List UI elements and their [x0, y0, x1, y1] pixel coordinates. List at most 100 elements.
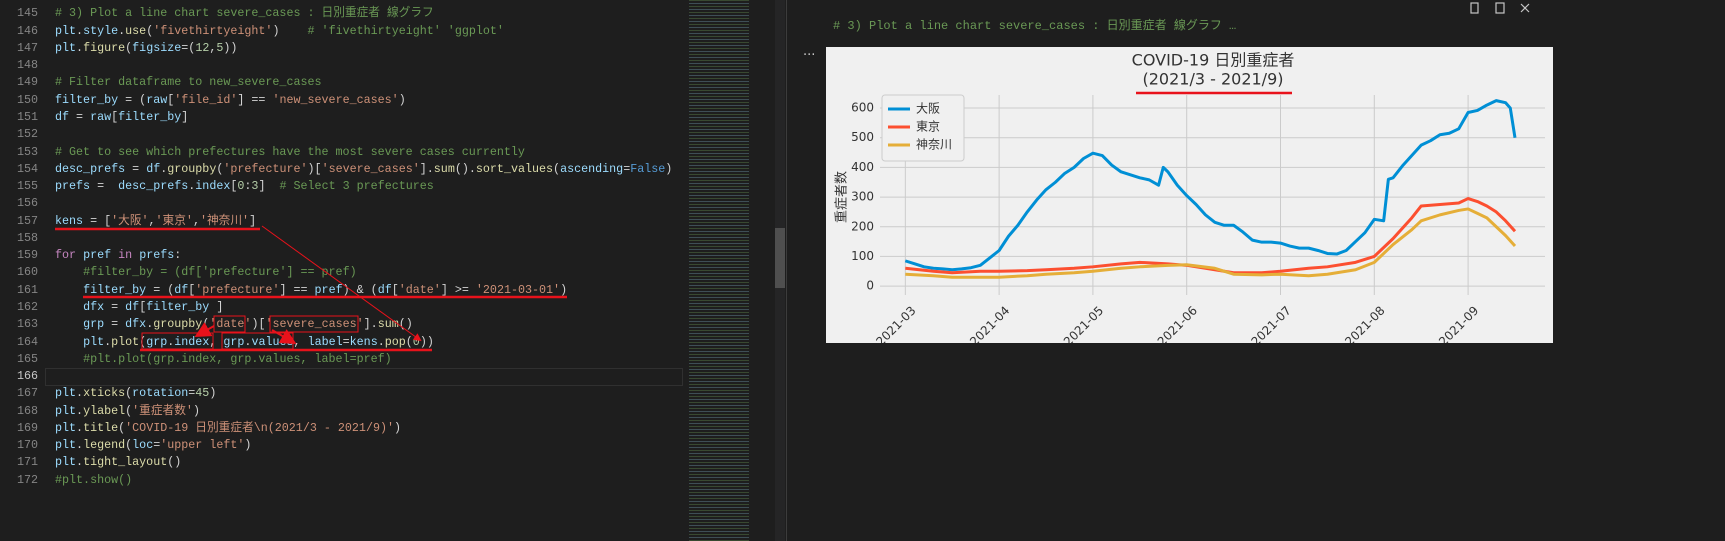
line-number: 153 [16, 144, 38, 159]
cell-menu[interactable]: ... [803, 44, 816, 59]
code-token: 'upper left' [160, 438, 245, 453]
code-token: pref [314, 282, 343, 297]
line-number: 155 [16, 179, 38, 194]
y-tick-label: 500 [851, 130, 874, 144]
code-token: kens [349, 334, 378, 349]
legend-label: 東京 [916, 120, 940, 134]
chart-background [826, 47, 1553, 343]
code-token: ylabel [83, 403, 126, 418]
line-number: 171 [16, 455, 38, 470]
code-token: # Select 3 prefectures [279, 179, 434, 194]
code-token: 45 [195, 386, 210, 401]
code-token: sum [377, 317, 399, 332]
code-line: dfx = df[filter_by ] [83, 299, 224, 314]
code-token: use [125, 23, 147, 38]
code-line: plt.legend(loc='upper left') [55, 438, 252, 453]
code-token: figsize [132, 40, 182, 55]
line-number: 160 [16, 265, 38, 280]
code-line: # Get to see which prefectures have the … [55, 144, 525, 161]
y-tick-label: 600 [851, 101, 874, 115]
code-token: values [251, 334, 294, 349]
code-line: # Filter dataframe to new_severe_cases [55, 74, 322, 91]
code-token: loc [132, 438, 154, 453]
code-token: # 'fivethirtyeight' 'ggplot' [307, 23, 504, 38]
data-line [905, 207, 1517, 279]
code-token: 'new_severe_cases' [272, 92, 399, 107]
code-token: sum [433, 161, 455, 176]
code-token: 'fivethirtyeight' [153, 23, 273, 38]
code-token: # 3) Plot a line chart severe_cases : 日別… [55, 6, 434, 21]
code-token: raw [146, 92, 168, 107]
code-token: df [146, 161, 161, 176]
code-token: filter_by [83, 282, 147, 297]
code-line: plt.xticks(rotation=45) [55, 386, 217, 401]
chart-title: COVID-19 日別重症者 [1132, 51, 1295, 70]
code-token: plt [55, 23, 77, 38]
line-number: 145 [16, 6, 38, 21]
code-token: plt [55, 420, 77, 435]
line-number: 164 [16, 334, 38, 349]
code-token: '2021-03-01' [475, 282, 561, 297]
code-token: grp [83, 317, 105, 332]
code-token: rotation [132, 386, 189, 401]
line-number: 170 [16, 438, 38, 453]
line-number: 163 [16, 317, 38, 332]
chart-subtitle: (2021/3 - 2021/9) [1142, 70, 1283, 89]
code-token: 0 [237, 179, 245, 194]
code-token: sort_values [475, 161, 554, 176]
y-tick-label: 200 [851, 219, 874, 233]
code-token: filter_by [118, 110, 182, 125]
code-token: desc_prefs [118, 179, 189, 194]
code-token: tight_layout [83, 455, 168, 470]
line-number: 169 [16, 420, 38, 435]
line-number: 151 [16, 110, 38, 125]
code-token: False [630, 161, 666, 176]
code-editor: 145 # 3) Plot a line chart severe_cases :… [0, 0, 683, 541]
code-token: raw [90, 110, 112, 125]
code-token: dfx [125, 317, 147, 332]
code-token: df [55, 110, 70, 125]
code-token: '神奈川' [199, 213, 250, 228]
code-token: style [83, 23, 119, 38]
code-token: groupby [167, 161, 217, 176]
code-token: index [174, 334, 210, 349]
code-token: grp [223, 334, 245, 349]
code-token: # Get to see which prefectures have the … [55, 144, 525, 159]
scroll-thumb[interactable] [775, 228, 785, 288]
code-token: filter_by [146, 299, 210, 314]
code-token: kens [55, 213, 84, 228]
y-axis-label: 重症者数 [834, 171, 850, 223]
code-token: plt [55, 455, 77, 470]
code-line: plt.tight_layout() [55, 455, 182, 470]
line-number: 172 [16, 472, 38, 487]
code-line: plt.title('COVID-19 日別重症者\n(2021/3 - 202… [55, 420, 402, 435]
y-tick-label: 300 [851, 190, 874, 204]
close-icon[interactable] [1520, 3, 1530, 13]
line-number: 165 [16, 351, 38, 366]
code-token: 'prefecture' [195, 282, 280, 297]
code-token: #filter_by = (df['prefecture'] == pref) [83, 265, 357, 280]
line-number: 161 [16, 282, 38, 297]
cell-header: # 3) Plot a line chart severe_cases : 日別… [833, 19, 1237, 33]
line-number: 156 [16, 196, 38, 211]
code-token: pref [83, 248, 112, 263]
code-token: 12 [195, 40, 210, 55]
split-icon[interactable] [1495, 2, 1505, 14]
code-line: plt.style.use('fivethirtyeight') # 'five… [55, 23, 504, 38]
code-line: #filter_by = (df['prefecture'] == pref) [55, 264, 357, 281]
chart: COVID-19 日別重症者 (2021/3 - 2021/9) 重症者数 0 1… [826, 47, 1553, 343]
line-number: 146 [16, 23, 38, 38]
copy-icon[interactable] [1470, 2, 1479, 14]
minimap [683, 0, 775, 541]
cell-toolbar [1470, 2, 1530, 14]
code-token: ascending [560, 161, 624, 176]
code-line: kens = ['大阪','東京','神奈川'] [55, 213, 257, 228]
code-token: 'prefecture' [223, 161, 308, 176]
line-number: 150 [16, 92, 38, 107]
code-line: df = raw[filter_by] [55, 110, 189, 125]
line-number: 167 [16, 386, 38, 401]
code-token: 'severe_cases' [265, 317, 364, 332]
code-line: plt.plot(grp.index, grp.values, label=ke… [83, 334, 434, 349]
code-token: prefs [55, 179, 91, 194]
